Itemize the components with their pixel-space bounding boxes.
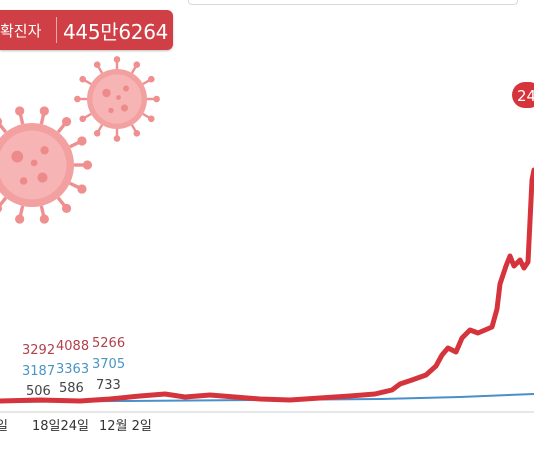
peak-label: 24 [517,87,534,105]
x-tick-label: 18일24일 [32,419,89,434]
annotation-red: 3292 4088 5266 [22,336,125,358]
annotation-blue: 3187 3363 3705 [22,357,125,379]
virus-spike-tip [93,129,101,137]
virus-spike-tip [113,135,121,142]
x-tick-labels: 일 18일24일 12월 2일 [0,419,152,434]
virus-spike-tip [82,160,93,170]
virus-spot [37,172,48,183]
virus-spike-tip [0,204,3,213]
x-tick-label: 일 [0,419,8,434]
annotation-red-1: 3292 [22,343,55,358]
virus-spike-tip [0,117,3,126]
x-tick-label: 12월 2일 [99,419,152,434]
annotation-blue-2: 3363 [56,362,89,377]
virus-spike-tip [39,214,49,224]
virus-spot [108,107,114,114]
annotation-red-2: 4088 [56,339,89,354]
series-red-line [0,167,534,404]
virus-spike-tip [153,95,160,103]
virus-spot [120,104,129,112]
annotation-dark-2: 586 [59,381,84,396]
virus-spike-tip [39,106,49,116]
confirmed-cases-badge: 확진자 445만6264 [0,10,173,50]
virus-spike-tip [147,75,155,83]
virus-icon [74,56,160,142]
virus-spike-tip [15,214,25,224]
virus-spike-tip [133,129,141,137]
badge-divider [56,17,57,43]
virus-spike-tip [79,115,87,123]
badge-value: 445만6264 [63,19,169,44]
annotation-red-3: 5266 [92,336,125,351]
virus-spot [40,146,49,155]
virus-spike-tip [61,117,72,127]
peak-bubble: 24 [512,82,534,108]
virus-spike-tip [133,61,141,69]
annotation-dark: 506 586 733 [26,378,121,399]
annotation-dark-1: 506 [26,384,51,399]
virus-spike [0,122,8,134]
virus-spike-tip [77,184,87,194]
annotation-blue-3: 3705 [92,357,125,372]
virus-spot [102,88,111,98]
annotation-blue-1: 3187 [22,364,55,379]
virus-icon [0,106,93,224]
virus-spike-tip [61,203,72,213]
top-panel-edge [188,0,518,5]
virus-spot [19,177,28,185]
annotation-dark-3: 733 [96,378,121,393]
virus-spike-tip [15,106,25,116]
virus-spike-tip [113,56,121,63]
virus-spike-tip [79,75,87,83]
virus-spike-tip [77,136,87,146]
virus-spot [116,95,121,100]
virus-spike-tip [147,115,155,123]
virus-spot [123,85,129,92]
virus-spot [11,150,24,163]
virus-spike [0,196,8,208]
virus-spike-tip [74,95,81,103]
badge-label: 확진자 [0,21,42,40]
virus-spot [30,159,38,167]
virus-spike-tip [93,61,101,69]
